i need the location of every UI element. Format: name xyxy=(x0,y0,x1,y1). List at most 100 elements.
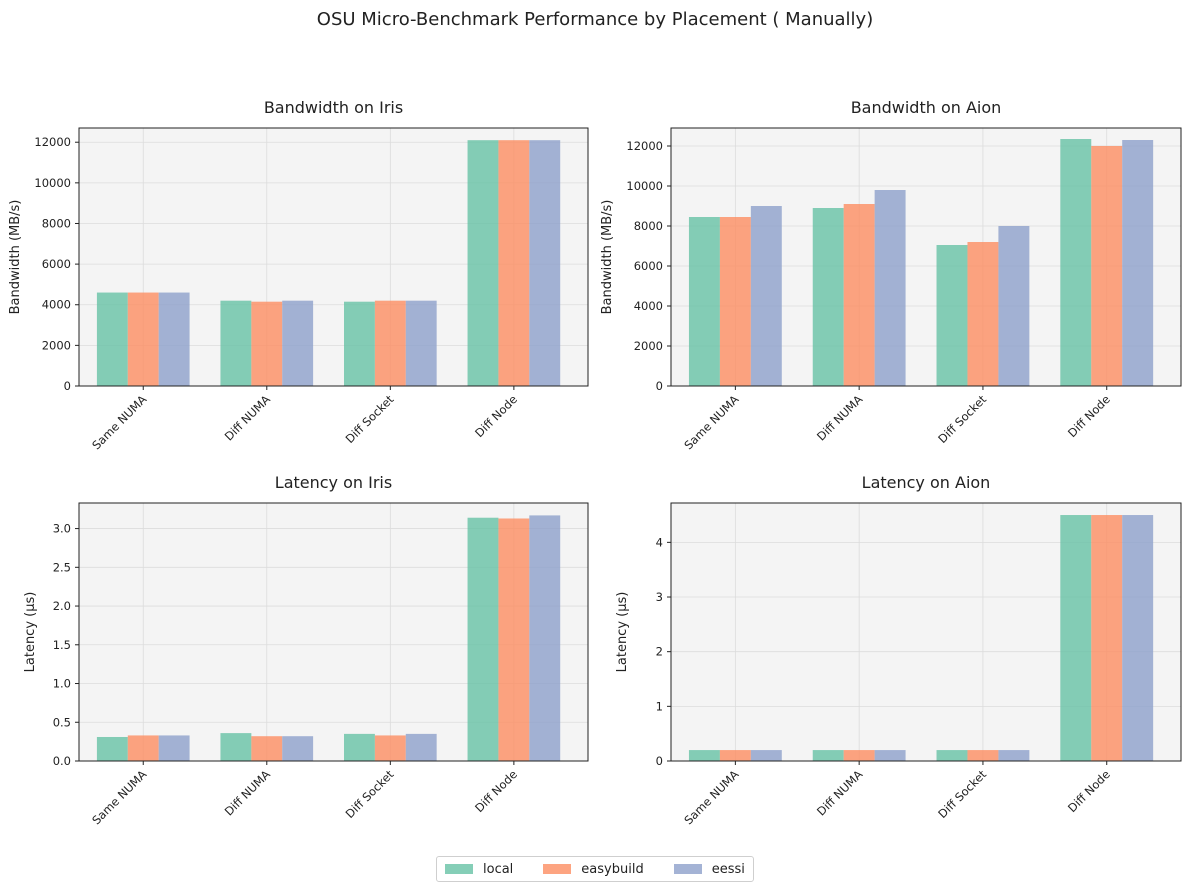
x-tick-label-diff-node: Diff Node xyxy=(1065,392,1113,440)
bar-local-diff-node xyxy=(467,517,499,761)
y-tick-label: 2.0 xyxy=(53,599,71,613)
y-tick-label: 0 xyxy=(64,379,71,393)
y-tick-label: 1.5 xyxy=(53,638,71,652)
bar-eessi-diff-numa xyxy=(874,190,906,386)
bar-easybuild-same-numa xyxy=(719,750,751,761)
y-tick-label: 1.0 xyxy=(53,677,71,691)
bar-eessi-diff-socket xyxy=(998,226,1030,386)
bar-eessi-same-numa xyxy=(158,735,190,761)
bar-local-diff-numa xyxy=(220,733,252,761)
y-axis-label: Latency (µs) xyxy=(23,592,38,673)
bar-local-diff-socket xyxy=(936,750,968,761)
bar-easybuild-diff-socket xyxy=(374,300,406,386)
bar-eessi-diff-numa xyxy=(874,750,906,761)
y-tick-label: 1 xyxy=(656,699,663,713)
panel-title: Latency on Aion xyxy=(862,473,991,492)
bar-easybuild-diff-socket xyxy=(374,735,406,761)
legend-label-local: local xyxy=(483,861,514,877)
bar-easybuild-same-numa xyxy=(719,217,751,386)
y-axis-label: Bandwidth (MB/s) xyxy=(600,200,615,315)
bar-easybuild-diff-socket xyxy=(967,750,999,761)
y-tick-label: 4 xyxy=(656,535,663,549)
bar-local-diff-numa xyxy=(812,208,844,386)
bar-local-diff-socket xyxy=(344,733,375,761)
y-tick-label: 6000 xyxy=(634,259,663,273)
y-tick-label: 3.0 xyxy=(53,522,71,536)
x-tick-label-same-numa: Same NUMA xyxy=(681,767,741,827)
y-tick-label: 2000 xyxy=(42,338,71,352)
chart-panel-3: 0.0 0.5 1.0 1.5 2.0 2.5 3.0 Same NUMA Diff NUMA D… xyxy=(23,473,589,827)
bar-eessi-diff-node xyxy=(1122,515,1154,761)
bar-local-same-numa xyxy=(96,292,128,386)
bar-easybuild-diff-numa xyxy=(251,736,283,761)
y-tick-label: 12000 xyxy=(626,139,663,153)
bar-easybuild-diff-node xyxy=(1091,146,1123,386)
x-tick-label-same-numa: Same NUMA xyxy=(89,767,149,827)
bar-local-diff-node xyxy=(467,140,499,386)
y-tick-label: 0 xyxy=(656,754,663,768)
bar-local-diff-node xyxy=(1060,515,1092,761)
bar-eessi-same-numa xyxy=(158,292,190,386)
bar-eessi-diff-node xyxy=(529,515,561,761)
bar-eessi-same-numa xyxy=(750,750,782,761)
bar-easybuild-diff-node xyxy=(498,140,530,386)
x-tick-label-diff-numa: Diff NUMA xyxy=(222,767,273,818)
bar-local-diff-socket xyxy=(936,245,968,386)
bar-easybuild-diff-node xyxy=(498,518,530,761)
chart-panel-4: 0 1 2 3 4 Same NUMA Diff NUMA Diff Socket Diff N… xyxy=(615,473,1182,827)
bar-eessi-diff-node xyxy=(529,140,561,386)
bar-eessi-diff-node xyxy=(1122,140,1154,386)
y-tick-label: 0.5 xyxy=(53,715,71,729)
legend-swatch-eessi xyxy=(673,864,702,874)
bar-local-diff-numa xyxy=(812,750,844,761)
bar-easybuild-diff-numa xyxy=(843,750,875,761)
chart-panel-2: 0 2000 4000 6000 8000 10000 12000 Same NUMA Diff… xyxy=(600,98,1182,452)
chart-panel-1: 0 2000 4000 6000 8000 10000 12000 Same NUMA Diff… xyxy=(8,98,589,452)
legend-item-eessi: eessi xyxy=(666,862,745,877)
x-tick-label-diff-node: Diff Node xyxy=(472,392,520,440)
bar-local-diff-node xyxy=(1060,139,1092,386)
bar-easybuild-same-numa xyxy=(127,292,159,386)
x-tick-label-diff-numa: Diff NUMA xyxy=(814,392,865,443)
y-tick-label: 8000 xyxy=(634,219,663,233)
figure-title: OSU Micro-Benchmark Performance by Place… xyxy=(317,9,873,30)
bar-easybuild-diff-numa xyxy=(251,301,283,386)
y-tick-label: 0.0 xyxy=(53,754,71,768)
legend-swatch-local xyxy=(445,864,473,874)
x-tick-label-diff-socket: Diff Socket xyxy=(343,767,397,821)
legend-label-easybuild: easybuild xyxy=(581,861,644,877)
x-tick-label-diff-socket: Diff Socket xyxy=(935,392,989,446)
x-tick-label-diff-node: Diff Node xyxy=(1065,767,1113,815)
y-tick-label: 8000 xyxy=(42,216,71,230)
x-tick-label-diff-socket: Diff Socket xyxy=(935,767,989,821)
panel-title: Bandwidth on Aion xyxy=(851,98,1002,117)
bar-local-same-numa xyxy=(96,736,128,761)
bar-easybuild-diff-numa xyxy=(843,204,875,386)
bar-eessi-diff-socket xyxy=(998,750,1030,761)
y-tick-label: 12000 xyxy=(34,135,71,149)
legend-label-eessi: eessi xyxy=(711,861,745,877)
axes-frame xyxy=(78,502,589,762)
bar-eessi-same-numa xyxy=(750,206,782,386)
panel-title: Latency on Iris xyxy=(275,473,392,492)
bar-easybuild-diff-node xyxy=(1091,515,1123,761)
y-tick-label: 2 xyxy=(656,645,663,659)
x-tick-label-diff-socket: Diff Socket xyxy=(343,392,397,446)
legend-swatch-easybuild xyxy=(543,864,572,874)
y-tick-label: 10000 xyxy=(626,179,663,193)
bar-eessi-diff-numa xyxy=(282,736,314,761)
x-tick-label-same-numa: Same NUMA xyxy=(89,392,149,452)
y-tick-label: 0 xyxy=(656,379,663,393)
y-axis-label: Bandwidth (MB/s) xyxy=(8,200,23,315)
y-tick-label: 3 xyxy=(656,590,663,604)
x-tick-label-diff-node: Diff Node xyxy=(472,767,520,815)
bar-eessi-diff-socket xyxy=(405,300,437,386)
panel-title: Bandwidth on Iris xyxy=(264,98,403,117)
x-tick-label-same-numa: Same NUMA xyxy=(681,392,741,452)
bar-local-same-numa xyxy=(688,750,720,761)
legend: local easybuild eessi xyxy=(436,856,754,882)
y-tick-label: 10000 xyxy=(34,176,71,190)
bar-easybuild-diff-socket xyxy=(967,242,999,386)
y-tick-label: 2.5 xyxy=(53,560,71,574)
